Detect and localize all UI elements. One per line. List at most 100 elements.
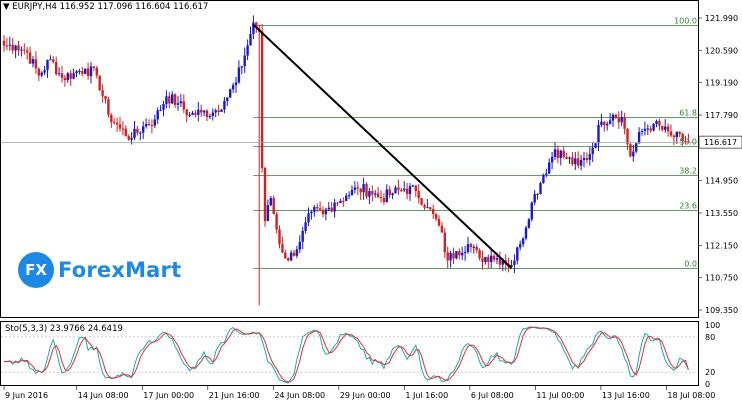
candle (664, 118, 667, 133)
candle (539, 181, 542, 195)
candle-body (298, 241, 301, 250)
candle (661, 125, 664, 132)
candle-body (446, 252, 449, 261)
candle (530, 201, 533, 222)
candle-body (371, 191, 374, 195)
candle-body (635, 143, 638, 152)
candle (400, 187, 403, 193)
candle-body (240, 66, 243, 68)
candle-body (292, 252, 296, 256)
candle-body (475, 246, 478, 251)
candle-body (86, 68, 90, 77)
candle (57, 67, 61, 77)
candle-body (452, 253, 455, 259)
candle (258, 24, 261, 306)
candle-body (95, 67, 98, 76)
candle (202, 110, 206, 117)
candle (655, 119, 658, 128)
candle (443, 227, 446, 258)
candle-body (359, 188, 362, 193)
candle (437, 215, 441, 227)
candle-body (252, 22, 255, 34)
candle-body (632, 151, 635, 157)
candle-body (246, 45, 249, 56)
candle (173, 93, 177, 108)
candle-body (310, 211, 313, 214)
candle-body (78, 71, 81, 73)
candle (629, 142, 632, 158)
candle-body (118, 124, 122, 129)
candle-body (162, 103, 165, 110)
candle-body (69, 73, 72, 79)
candle-body (666, 126, 670, 132)
candle (98, 75, 101, 92)
candle-body (150, 125, 154, 127)
candle-body (243, 55, 246, 67)
oscillator-axis: 100 80 20 0 (705, 321, 720, 389)
price-tick-label: 114.950 (705, 177, 738, 186)
candle (147, 119, 151, 127)
candle (153, 114, 156, 129)
candle-body (327, 207, 330, 210)
candle-body (34, 59, 38, 69)
candle (14, 44, 17, 59)
candle-body (194, 112, 197, 115)
candle-body (443, 232, 446, 253)
candle (211, 108, 214, 121)
candle-body (640, 130, 644, 133)
price-tick-label: 117.790 (705, 111, 738, 120)
candle-body (681, 133, 684, 142)
candle-body (113, 122, 116, 124)
candle (118, 116, 122, 132)
candle (278, 225, 281, 249)
candle-body (606, 123, 609, 126)
candle-body (562, 150, 565, 157)
candle-body (269, 197, 272, 206)
candle-body (365, 184, 368, 197)
candle (321, 206, 325, 218)
candle-body (211, 112, 214, 116)
price-tick-label: 120.590 (705, 46, 738, 55)
candle (237, 60, 241, 84)
candle (490, 247, 493, 269)
candle-body (582, 158, 586, 160)
candle (463, 245, 467, 261)
candle-body (124, 128, 127, 137)
candle-body (579, 159, 583, 166)
candle (162, 100, 165, 117)
candle-body (333, 202, 336, 212)
candle (2, 35, 6, 52)
candle (165, 90, 168, 109)
candle-body (449, 253, 452, 261)
candle (513, 254, 516, 273)
candle-body (687, 141, 690, 143)
candle-body (318, 208, 322, 211)
collapse-arrow-icon[interactable]: ▼ (3, 2, 10, 12)
candle-body (272, 197, 275, 214)
candle (110, 112, 113, 129)
candle (643, 121, 647, 136)
candle-body (492, 255, 496, 260)
candle-body (574, 158, 577, 165)
candle-body (237, 67, 241, 83)
candle-body (191, 112, 194, 115)
candle (687, 133, 690, 144)
candle-body (43, 70, 46, 73)
candle (43, 65, 46, 76)
candle (66, 71, 69, 83)
candle-body (46, 59, 49, 71)
candle (298, 235, 301, 254)
candle-body (664, 126, 667, 130)
candle (142, 121, 145, 140)
candle (394, 185, 397, 194)
candle (269, 195, 272, 207)
candle-body (649, 128, 652, 131)
candle-body (556, 149, 560, 159)
candle (226, 97, 229, 106)
trendline[interactable] (252, 23, 513, 269)
stoch-main-line (3, 326, 689, 384)
candle (292, 249, 296, 257)
time-tick-label: 6 Jul 08:00 (471, 391, 514, 400)
